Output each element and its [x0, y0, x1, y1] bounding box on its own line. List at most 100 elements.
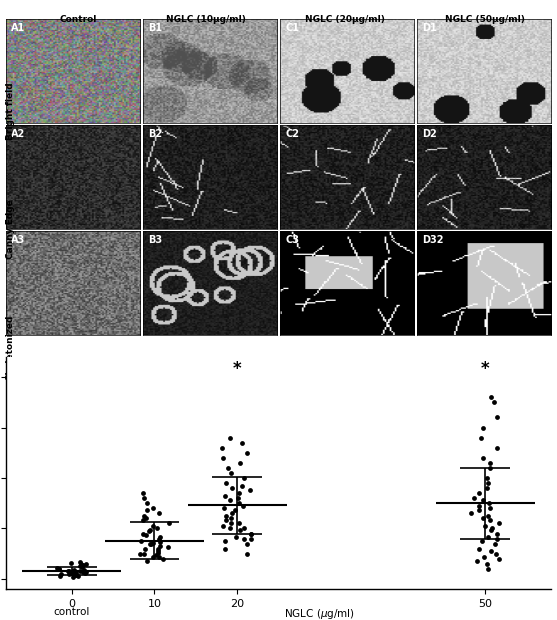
Text: D2: D2 — [422, 129, 437, 139]
Point — [222, 478, 231, 488]
Point — [487, 526, 496, 536]
Point — [65, 569, 74, 579]
Point — [76, 566, 85, 576]
Point — [487, 546, 496, 556]
Point — [139, 529, 148, 539]
Text: C3: C3 — [285, 235, 299, 245]
Point — [70, 570, 79, 580]
Text: NGLC (50μg/ml): NGLC (50μg/ml) — [444, 16, 525, 25]
Text: B2: B2 — [148, 129, 162, 139]
Point — [470, 494, 479, 503]
Text: NGLC (10μg/ml): NGLC (10μg/ml) — [166, 16, 246, 25]
Text: Skeletonized: Skeletonized — [6, 314, 14, 380]
Point — [77, 562, 86, 572]
Point — [472, 556, 481, 565]
Point — [64, 566, 73, 576]
Point — [55, 564, 64, 574]
Point — [139, 549, 148, 559]
Point — [76, 561, 85, 571]
Point — [247, 534, 256, 544]
Point — [490, 539, 499, 549]
Point — [65, 568, 74, 578]
Text: C1: C1 — [285, 23, 299, 33]
Point — [79, 560, 87, 570]
Point — [154, 547, 163, 557]
Point — [235, 488, 244, 498]
Point — [138, 515, 147, 525]
Text: B1: B1 — [148, 23, 162, 33]
Point — [479, 453, 488, 463]
Point — [475, 505, 484, 515]
Point — [143, 505, 152, 515]
Point — [76, 559, 85, 569]
Point — [136, 549, 145, 559]
Point — [141, 544, 150, 554]
Point — [490, 397, 499, 407]
Point — [143, 556, 152, 565]
Point — [155, 531, 164, 541]
Point — [487, 523, 496, 533]
Point — [483, 473, 492, 483]
Point — [155, 534, 164, 544]
Point — [65, 566, 74, 576]
Point — [163, 542, 172, 552]
Point — [55, 564, 63, 574]
Point — [478, 513, 487, 523]
Point — [137, 536, 146, 546]
Text: B3: B3 — [148, 235, 162, 245]
Point — [235, 458, 244, 468]
Point — [227, 468, 236, 478]
Point — [221, 536, 229, 546]
Point — [227, 483, 236, 493]
Point — [479, 423, 488, 433]
Point — [218, 453, 227, 463]
Point — [240, 523, 249, 533]
Point — [219, 521, 228, 531]
Point — [141, 529, 150, 539]
Point — [475, 488, 483, 498]
Text: *: * — [481, 360, 490, 378]
Point — [156, 537, 165, 547]
Point — [152, 550, 161, 560]
Text: A3: A3 — [11, 235, 25, 245]
Point — [152, 523, 161, 533]
Point — [242, 448, 251, 458]
Point — [233, 494, 242, 503]
Point — [81, 567, 90, 577]
Point — [492, 534, 501, 544]
Point — [486, 503, 495, 513]
Point — [57, 569, 66, 579]
Point — [68, 567, 77, 577]
Point — [485, 498, 494, 508]
Point — [140, 512, 149, 521]
Point — [69, 565, 78, 575]
Point — [238, 502, 247, 512]
Point — [155, 552, 164, 562]
Point — [154, 544, 163, 554]
Text: A1: A1 — [11, 23, 25, 33]
Point — [79, 567, 88, 577]
Point — [485, 463, 494, 473]
Point — [225, 523, 234, 533]
Point — [235, 518, 244, 528]
Text: D32: D32 — [422, 235, 444, 245]
Point — [144, 526, 153, 536]
Point — [475, 544, 483, 554]
Point — [221, 515, 230, 525]
Point — [219, 503, 228, 513]
Text: Control: Control — [59, 16, 97, 25]
Text: control: control — [53, 607, 90, 617]
Point — [239, 473, 248, 483]
Point — [246, 529, 255, 539]
Text: A2: A2 — [11, 129, 25, 139]
Point — [221, 544, 229, 554]
Text: NGLC ($\mu$g/ml): NGLC ($\mu$g/ml) — [285, 607, 355, 620]
Point — [68, 566, 77, 576]
Text: *: * — [233, 360, 241, 378]
Point — [164, 518, 173, 528]
Point — [221, 512, 230, 521]
Point — [492, 412, 501, 422]
Point — [66, 558, 75, 568]
Point — [69, 572, 77, 582]
Point — [218, 443, 227, 453]
